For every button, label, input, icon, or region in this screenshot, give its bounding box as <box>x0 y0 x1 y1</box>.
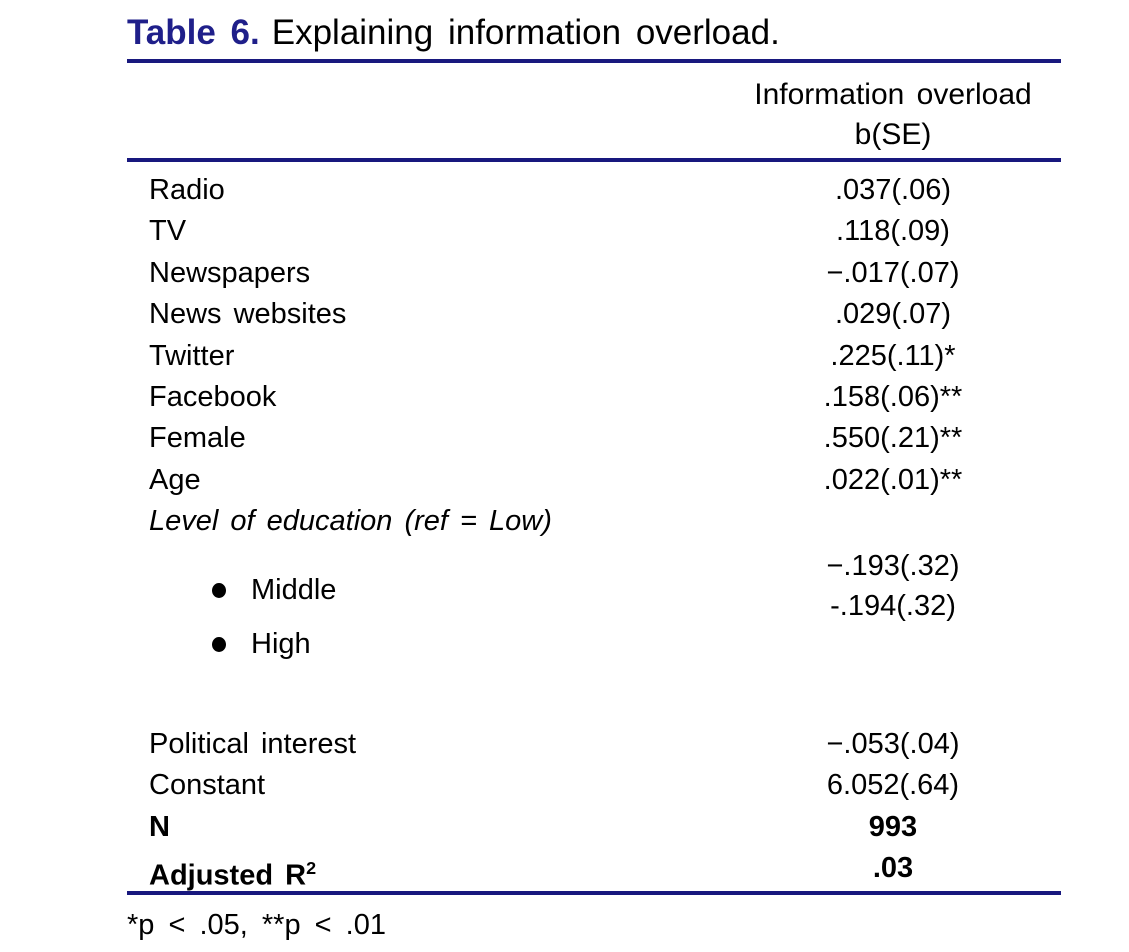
table-row: Facebook .158(.06)** <box>0 376 1129 418</box>
row-label: TV <box>149 215 187 247</box>
table-row: Radio .037(.06) <box>0 169 1129 211</box>
row-value: −.017(.07) <box>826 257 960 289</box>
bullet-label: High <box>251 627 311 660</box>
section-label: Level of education (ref = Low) <box>149 505 552 537</box>
table-caption-number: Table 6. <box>127 13 260 52</box>
row-label: Newspapers <box>149 257 311 289</box>
row-value: .118(.09) <box>836 215 950 247</box>
bullet-icon <box>212 636 226 652</box>
bullet-label: Middle <box>251 573 337 606</box>
superscript-2: 2 <box>306 858 317 878</box>
table-row-n: N 993 <box>0 806 1129 848</box>
column-header: Information overload b(SE) <box>728 75 1058 155</box>
row-value: .037(.06) <box>834 174 952 206</box>
table-caption: Table 6. Explaining information overload. <box>127 10 780 56</box>
row-value: 6.052(.64) <box>826 769 960 801</box>
table-row: Age .022(.01)** <box>0 459 1129 501</box>
education-value-high: -.194(.32) <box>830 590 956 622</box>
table-row: Female .550(.21)** <box>0 417 1129 459</box>
row-label: Adjusted R2 <box>149 858 317 892</box>
row-label: Political interest <box>149 728 357 760</box>
row-label: Female <box>149 422 246 454</box>
row-label: News websites <box>149 298 347 330</box>
table-caption-title: Explaining information overload. <box>271 13 780 52</box>
row-value: .022(.01)** <box>823 464 963 496</box>
table-section-row: Level of education (ref = Low) <box>0 500 1129 542</box>
row-value: −.053(.04) <box>826 728 960 760</box>
table-row: Twitter .225(.11)* <box>0 335 1129 377</box>
header-divider-rule <box>127 158 1061 162</box>
column-header-line2: b(SE) <box>854 118 932 151</box>
row-value: .029(.07) <box>834 298 952 330</box>
row-label: Constant <box>149 769 266 801</box>
row-label: N <box>149 811 170 843</box>
table-row: TV .118(.09) <box>0 210 1129 252</box>
row-value: .225(.11)* <box>830 340 956 372</box>
significance-footnote: *p < .05, **p < .01 <box>127 909 386 941</box>
row-value: .550(.21)** <box>823 422 963 454</box>
row-label: Radio <box>149 174 225 206</box>
row-label: Twitter <box>149 340 235 372</box>
table-row: News websites .029(.07) <box>0 293 1129 335</box>
row-label: Facebook <box>149 381 277 413</box>
table-row: Political interest −.053(.04) <box>0 723 1129 765</box>
education-value-middle: −.193(.32) <box>826 550 960 582</box>
row-value: 993 <box>868 811 918 843</box>
bullet-row-middle: Middle <box>212 569 336 611</box>
column-header-line1: Information overload <box>754 78 1032 111</box>
row-value: .03 <box>872 852 914 884</box>
bullet-icon <box>212 582 226 598</box>
row-label: Age <box>149 464 201 496</box>
bottom-divider-rule <box>127 891 1061 895</box>
table-row: Newspapers −.017(.07) <box>0 252 1129 294</box>
table-row: Constant 6.052(.64) <box>0 764 1129 806</box>
bullet-row-high: High <box>212 623 311 665</box>
table-row-adjusted-r2: Adjusted R2 .03 <box>0 847 1129 892</box>
education-values: −.193(.32) -.194(.32) <box>728 546 1058 626</box>
caption-divider-rule <box>127 59 1061 63</box>
row-value: .158(.06)** <box>823 381 963 413</box>
